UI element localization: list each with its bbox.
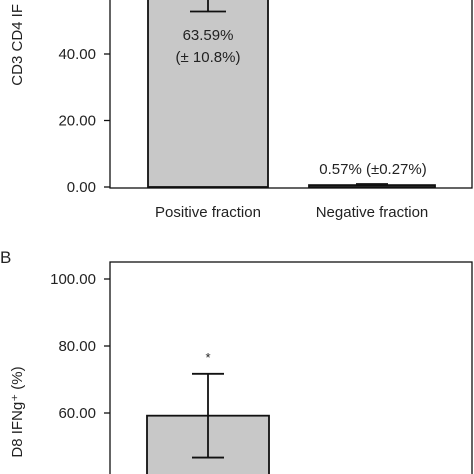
panel-a-category-negative: Negative fraction	[316, 204, 429, 221]
panel-b-y-axis: 60.00 80.00 100.00	[50, 271, 110, 422]
panel-a-bar	[147, 0, 269, 188]
panel-a-label-negative: 0.57% (±0.27%)	[319, 161, 426, 178]
panel-a-label-positive-line1: 63.59%	[183, 27, 234, 44]
panel-b-ytick-label: 100.00	[50, 271, 96, 288]
panel-a: CD3 CD4 IF 0.00 20.00 40.00 63.59% (± 10.8…	[9, 0, 473, 221]
panel-a-ytick-label: 40.00	[58, 46, 96, 63]
panel-a-ytick-label: 0.00	[67, 179, 96, 196]
panel-b-ytick-label: 60.00	[58, 405, 96, 422]
panel-a-bars	[147, 0, 436, 188]
panel-a-ytick-label: 20.00	[58, 113, 96, 130]
panel-b: B D8 IFNg⁺ (%) 60.00 80.00 100.00 *	[0, 248, 473, 474]
panel-b-plot-frame	[109, 261, 473, 474]
panel-b-bars	[146, 372, 270, 474]
panel-b-letter: B	[0, 248, 11, 267]
panel-a-y-axis: 0.00 20.00 40.00	[58, 46, 110, 196]
panel-a-ylabel: CD3 CD4 IF	[9, 4, 26, 86]
panel-b-ylabel: D8 IFNg⁺ (%)	[9, 366, 26, 457]
panel-b-ytick-label: 80.00	[58, 338, 96, 355]
panel-a-plot-frame	[109, 0, 473, 189]
panel-b-significance-star: *	[205, 350, 210, 365]
panel-a-label-positive-line2: (± 10.8%)	[176, 49, 241, 66]
panel-a-category-positive: Positive fraction	[155, 204, 261, 221]
